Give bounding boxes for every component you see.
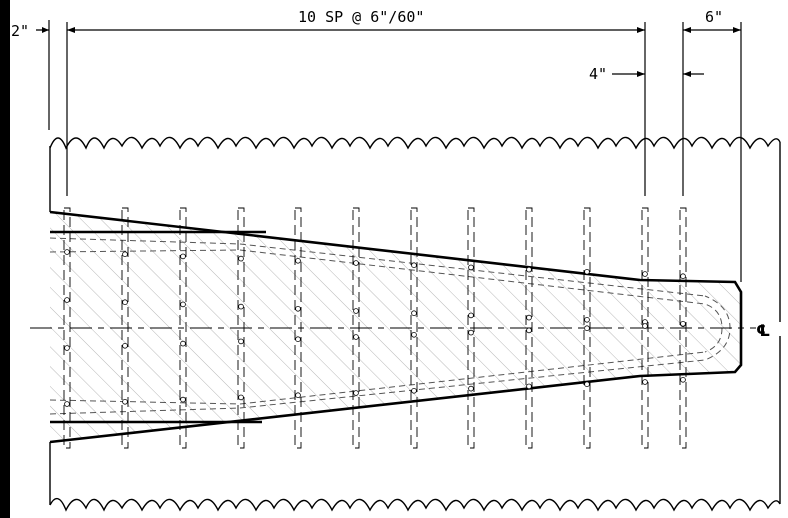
tendon-lower-inner — [49, 351, 706, 405]
dim-4in-arrow-right — [683, 71, 691, 77]
bar-dot — [64, 249, 70, 255]
bar-dot — [180, 340, 186, 347]
bar-dot — [642, 271, 648, 277]
bar-dot — [584, 268, 590, 275]
stirrup-bar — [525, 207, 533, 449]
bar-dot — [411, 310, 417, 317]
bar-dot — [180, 253, 186, 260]
bar-dot — [584, 316, 590, 323]
break-line-top — [49, 136, 781, 150]
dim-6in-label: 6" — [705, 8, 723, 26]
bar-dot — [680, 320, 686, 327]
stirrup-bar — [179, 207, 187, 449]
bar-dot — [353, 308, 359, 314]
bar-dot — [642, 379, 648, 385]
stirrup-bar — [583, 207, 591, 449]
dim-main-arrow-right — [637, 27, 645, 33]
dim-main-label: 10 SP @ 6"/60" — [298, 8, 424, 26]
dim-4in-label: 4" — [589, 65, 607, 83]
bar-dot — [526, 266, 532, 273]
bar-dot — [468, 264, 474, 271]
centerline-symbol: ℄ — [756, 321, 770, 340]
bar-dot — [584, 381, 590, 388]
stirrup-bar — [294, 207, 302, 449]
bar-dot — [526, 314, 532, 321]
bar-dot — [468, 312, 474, 319]
stirrup-bar — [679, 207, 687, 449]
bar-dot — [122, 398, 128, 405]
bar-dot — [238, 255, 244, 262]
bar-dot — [680, 273, 686, 280]
bar-dot — [122, 299, 128, 306]
dim-2in-arrow — [42, 27, 49, 33]
bar-dot — [411, 262, 417, 269]
left-border-bar — [0, 0, 10, 518]
bar-dot — [122, 342, 128, 349]
dim-2in-label: 2" — [11, 22, 29, 40]
tendon-upper-outer — [49, 237, 706, 297]
bar-dot — [411, 331, 417, 338]
bar-dot — [180, 301, 186, 308]
bar-dot — [353, 334, 359, 340]
dim-6in-arrow-left — [683, 27, 691, 33]
bar-dot — [642, 323, 648, 329]
dim-main-arrow-left — [67, 27, 75, 33]
bar-dot — [122, 251, 128, 258]
stirrup-bar — [63, 207, 71, 449]
bar-dot — [238, 394, 244, 401]
tendon-upper-inner — [49, 249, 723, 353]
stirrup-bar — [121, 207, 129, 449]
bar-dot — [238, 303, 244, 310]
bar-dot — [526, 327, 532, 334]
bar-dot — [295, 305, 301, 312]
bar-dot — [411, 387, 417, 394]
stirrup-bar — [352, 207, 360, 449]
bar-dot — [295, 257, 301, 264]
bar-dot — [64, 345, 70, 351]
stirrup-bar — [641, 207, 649, 449]
bar-dot — [353, 260, 359, 266]
bar-dot — [180, 396, 186, 403]
dim-4in-arrow-left — [637, 71, 645, 77]
stirrup-bar — [467, 207, 475, 449]
hatched-region — [50, 212, 741, 442]
bar-dot — [64, 401, 70, 407]
stirrup-group — [63, 207, 687, 449]
dim-6in-arrow-right — [733, 27, 741, 33]
bar-dot — [584, 325, 590, 332]
bar-dot — [295, 392, 301, 399]
break-line-bottom — [49, 497, 781, 512]
bar-dot — [64, 297, 70, 303]
bar-dot — [295, 336, 301, 343]
stirrup-bar — [237, 207, 245, 449]
bar-dot — [468, 385, 474, 392]
bar-dot — [680, 376, 686, 383]
bar-dot — [526, 383, 532, 390]
bar-dot — [468, 329, 474, 336]
bar-dot — [238, 338, 244, 345]
bar-dot — [353, 390, 359, 396]
stirrup-bar — [410, 207, 418, 449]
